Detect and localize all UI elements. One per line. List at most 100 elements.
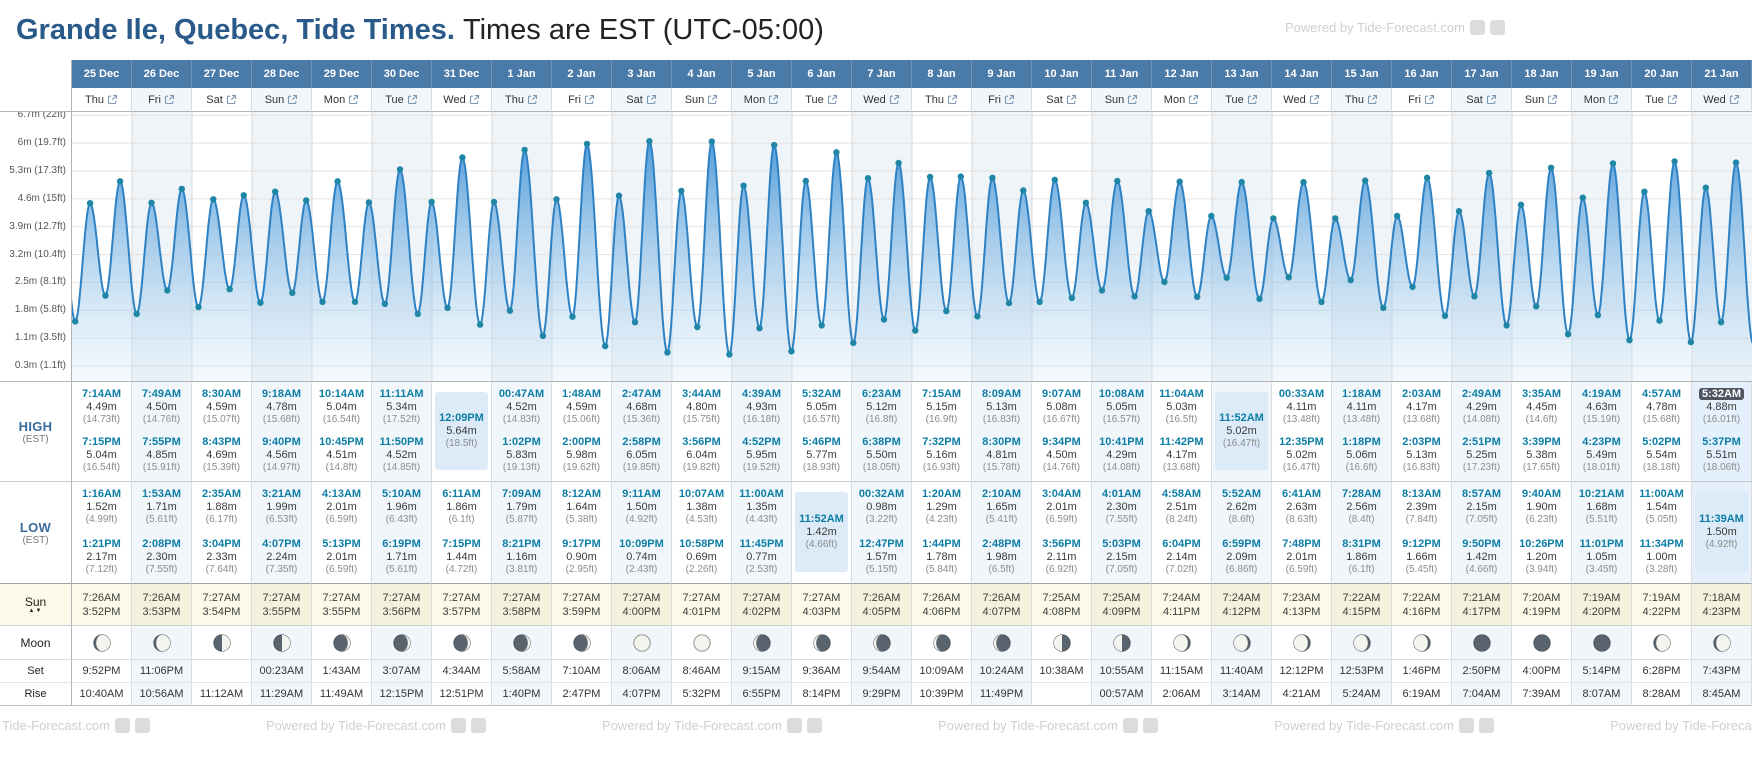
day-link[interactable]: Fri xyxy=(972,88,1032,112)
day-link[interactable]: Sat xyxy=(192,88,252,112)
external-link-icon[interactable] xyxy=(226,94,237,105)
tide-entry: 6:23AM 5.12m (16.8ft) xyxy=(852,388,911,426)
external-link-icon[interactable] xyxy=(287,94,298,105)
tide-height-m: 1.99m xyxy=(266,501,297,513)
external-link-icon[interactable] xyxy=(1486,94,1497,105)
sunset-time: 3:55PM xyxy=(322,605,361,618)
high-tide-cell: 10:08AM 5.05m (16.57ft) 10:41PM 4.29m (14.08f… xyxy=(1092,382,1152,482)
day-link[interactable]: Fri xyxy=(132,88,192,112)
day-link[interactable]: Wed xyxy=(852,88,912,112)
day-link[interactable]: Mon xyxy=(1152,88,1212,112)
moonrise-time: 5:32PM xyxy=(682,688,721,700)
moonset-time: 12:12PM xyxy=(1279,665,1324,677)
moonset-cell: 6:28PM xyxy=(1632,660,1692,683)
day-link[interactable]: Sun xyxy=(672,88,732,112)
external-link-icon[interactable] xyxy=(1309,94,1320,105)
tide-entry: 3:35AM 4.45m (14.6ft) xyxy=(1512,388,1571,426)
external-link-icon[interactable] xyxy=(107,94,118,105)
tide-height-m: 1.57m xyxy=(866,551,897,563)
day-name: Sun xyxy=(684,93,705,106)
tide-height-ft: (6.23ft) xyxy=(1525,514,1558,525)
tide-time: 3:04PM xyxy=(202,538,241,550)
tide-height-m: 4.51m xyxy=(326,449,357,461)
high-tide-cell: 7:14AM 4.49m (14.73ft) 7:15PM 5.04m (16.54ft) xyxy=(72,382,132,482)
external-link-icon[interactable] xyxy=(1547,94,1558,105)
tide-height-ft: (7.05ft) xyxy=(1105,564,1138,575)
day-link[interactable]: Thu xyxy=(72,88,132,112)
tide-time: 4:52PM xyxy=(742,436,781,448)
day-link[interactable]: Fri xyxy=(552,88,612,112)
tide-entry: 4:23PM 5.49m (18.01ft) xyxy=(1572,436,1631,474)
day-link[interactable]: Mon xyxy=(732,88,792,112)
day-link[interactable]: Tue xyxy=(792,88,852,112)
moon-phase-icon xyxy=(752,633,771,652)
low-tide-cell: 9:11AM 1.50m (4.92ft) 10:09PM 0.74m (2.43ft) xyxy=(612,482,672,584)
external-link-icon[interactable] xyxy=(707,94,718,105)
day-link[interactable]: Thu xyxy=(1332,88,1392,112)
moonrise-cell: 12:15PM xyxy=(372,683,432,706)
tide-height-ft: (6.59ft) xyxy=(1045,514,1078,525)
day-link[interactable]: Thu xyxy=(492,88,552,112)
tide-time: 6:41AM xyxy=(1281,488,1322,500)
date-header: 17 Jan xyxy=(1452,60,1512,88)
external-link-icon[interactable] xyxy=(164,94,175,105)
tide-height-m: 5.02m xyxy=(1226,425,1257,437)
day-link[interactable]: Fri xyxy=(1392,88,1452,112)
external-link-icon[interactable] xyxy=(1608,94,1619,105)
tide-entry: 11:11AM 5.34m (17.52ft) xyxy=(372,388,431,426)
external-link-icon[interactable] xyxy=(1667,94,1678,105)
tide-height-m: 5.95m xyxy=(746,449,777,461)
day-link[interactable]: Wed xyxy=(1272,88,1332,112)
tide-time: 8:43PM xyxy=(202,436,241,448)
external-link-icon[interactable] xyxy=(947,94,958,105)
day-link[interactable]: Tue xyxy=(372,88,432,112)
moon-phase-cell xyxy=(552,626,612,660)
external-link-icon[interactable] xyxy=(1367,94,1378,105)
external-link-icon[interactable] xyxy=(768,94,779,105)
day-link[interactable]: Tue xyxy=(1632,88,1692,112)
share-badge-icon xyxy=(1122,718,1138,733)
high-tide-cell: 00:47AM 4.52m (14.83ft) 1:02PM 5.83m (19.13ft… xyxy=(492,382,552,482)
tide-entry: 8:12AM 1.64m (5.38ft) xyxy=(552,488,611,526)
share-badge-icon xyxy=(134,718,150,733)
day-link[interactable]: Sat xyxy=(1032,88,1092,112)
day-link[interactable]: Sun xyxy=(1512,88,1572,112)
external-link-icon[interactable] xyxy=(1424,94,1435,105)
external-link-icon[interactable] xyxy=(827,94,838,105)
external-link-icon[interactable] xyxy=(1127,94,1138,105)
external-link-icon[interactable] xyxy=(646,94,657,105)
external-link-icon[interactable] xyxy=(527,94,538,105)
day-link[interactable]: Sat xyxy=(612,88,672,112)
day-link[interactable]: Wed xyxy=(1692,88,1752,112)
tide-entry: 00:47AM 4.52m (14.83ft) xyxy=(492,388,551,426)
moon-phase-cell xyxy=(1512,626,1572,660)
day-link[interactable]: Mon xyxy=(1572,88,1632,112)
external-link-icon[interactable] xyxy=(1247,94,1258,105)
day-link[interactable]: Sat xyxy=(1452,88,1512,112)
external-link-icon[interactable] xyxy=(1004,94,1015,105)
day-link[interactable]: Sun xyxy=(252,88,312,112)
day-link[interactable]: Sun xyxy=(1092,88,1152,112)
external-link-icon[interactable] xyxy=(1188,94,1199,105)
moonrise-time: 8:45AM xyxy=(1702,688,1741,700)
tide-entry: 11:34PM 1.00m (3.28ft) xyxy=(1632,538,1691,576)
external-link-icon[interactable] xyxy=(1729,94,1740,105)
tide-height-ft: (18.05ft) xyxy=(862,462,901,473)
external-link-icon[interactable] xyxy=(584,94,595,105)
tide-height-m: 2.63m xyxy=(1286,501,1317,513)
moonrise-time: 6:19AM xyxy=(1402,688,1441,700)
day-link[interactable]: Mon xyxy=(312,88,372,112)
moonset-time: 6:28PM xyxy=(1642,665,1681,677)
sunrise-time: 7:27AM xyxy=(802,591,841,604)
day-link[interactable]: Thu xyxy=(912,88,972,112)
date-header: 13 Jan xyxy=(1212,60,1272,88)
external-link-icon[interactable] xyxy=(469,94,480,105)
external-link-icon[interactable] xyxy=(407,94,418,105)
external-link-icon[interactable] xyxy=(1066,94,1077,105)
day-link[interactable]: Tue xyxy=(1212,88,1272,112)
high-tide-cell: 5:32AM 5.05m (16.57ft) 5:46PM 5.77m (18.93ft) xyxy=(792,382,852,482)
day-link[interactable]: Wed xyxy=(432,88,492,112)
external-link-icon[interactable] xyxy=(348,94,359,105)
external-link-icon[interactable] xyxy=(889,94,900,105)
tide-time: 1:48AM xyxy=(561,388,602,400)
